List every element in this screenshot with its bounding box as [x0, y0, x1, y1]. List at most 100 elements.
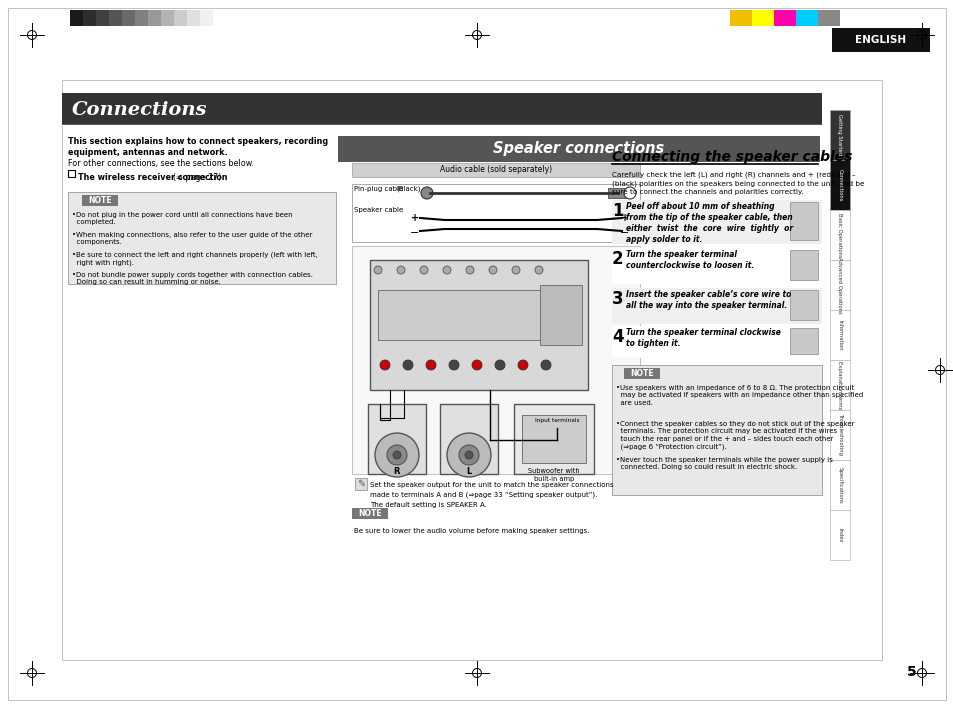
Text: This section explains how to connect speakers, recording: This section explains how to connect spe… — [68, 137, 328, 146]
Text: Be sure to lower the audio volume before making speaker settings.: Be sure to lower the audio volume before… — [354, 528, 589, 534]
Text: equipment, antennas and network.: equipment, antennas and network. — [68, 148, 228, 157]
Bar — [68, 192, 335, 284]
Bar — [370, 260, 587, 390]
Bar — [829, 510, 849, 560]
Circle shape — [458, 445, 478, 465]
Bar — [122, 10, 135, 26]
Text: 2: 2 — [612, 250, 623, 268]
Circle shape — [489, 266, 497, 274]
Text: Subwoofer with
built-in amp: Subwoofer with built-in amp — [528, 468, 579, 481]
Text: (⇒ page 27): (⇒ page 27) — [172, 173, 221, 182]
Bar — [612, 248, 821, 284]
Circle shape — [420, 187, 433, 199]
Bar — [161, 10, 173, 26]
Bar — [82, 195, 118, 206]
Circle shape — [512, 266, 519, 274]
Text: Speaker cable: Speaker cable — [354, 207, 403, 213]
Text: Speaker connections: Speaker connections — [493, 142, 664, 156]
Text: NOTE: NOTE — [630, 369, 653, 378]
Text: (Black): (Black) — [395, 186, 420, 193]
Bar — [612, 288, 821, 324]
Circle shape — [535, 266, 542, 274]
Bar — [751, 10, 773, 26]
Text: made to terminals A and B (⇒page 33 “Setting speaker output”).: made to terminals A and B (⇒page 33 “Set… — [370, 492, 597, 498]
Text: Set the speaker output for the unit to match the speaker connections: Set the speaker output for the unit to m… — [370, 482, 613, 488]
Text: −: − — [619, 228, 629, 238]
Text: •Connect the speaker cables so they do not stick out of the speaker
  terminals.: •Connect the speaker cables so they do n… — [616, 421, 854, 450]
Text: Basic Operations: Basic Operations — [837, 212, 841, 257]
Bar — [612, 365, 821, 495]
Bar — [795, 10, 817, 26]
Text: •Do not bundle power supply cords together with connection cables.
  Doing so ca: •Do not bundle power supply cords togeth… — [71, 272, 313, 285]
Text: The wireless receiver connection: The wireless receiver connection — [78, 173, 227, 182]
Bar — [68, 170, 75, 177]
Text: NOTE: NOTE — [88, 196, 112, 205]
Circle shape — [426, 360, 436, 370]
Text: •When making connections, also refer to the user guide of the other
  components: •When making connections, also refer to … — [71, 232, 312, 246]
Circle shape — [375, 433, 418, 477]
Text: R: R — [394, 467, 400, 476]
Text: Audio cable (sold separately): Audio cable (sold separately) — [439, 166, 552, 174]
Circle shape — [396, 266, 405, 274]
Text: Getting Started: Getting Started — [837, 115, 841, 156]
Bar — [789, 290, 817, 320]
Bar — [187, 10, 200, 26]
Bar — [337, 136, 820, 162]
Bar — [439, 404, 497, 474]
Text: Specifications: Specifications — [837, 467, 841, 503]
Text: 5: 5 — [906, 665, 916, 679]
Bar — [368, 404, 426, 474]
Circle shape — [387, 445, 407, 465]
Circle shape — [447, 433, 491, 477]
Circle shape — [464, 451, 473, 459]
Bar — [817, 10, 840, 26]
Bar — [829, 360, 849, 410]
Bar — [377, 290, 573, 340]
Text: NOTE: NOTE — [357, 509, 381, 518]
Circle shape — [379, 360, 390, 370]
Text: −: − — [410, 228, 419, 238]
Bar — [352, 184, 639, 242]
Text: L: L — [466, 467, 471, 476]
Circle shape — [465, 266, 474, 274]
Text: ✎: ✎ — [356, 479, 365, 489]
Bar — [607, 188, 627, 198]
Text: The default setting is SPEAKER A.: The default setting is SPEAKER A. — [370, 502, 486, 508]
Text: Insert the speaker cable’s core wire to
all the way into the speaker terminal.: Insert the speaker cable’s core wire to … — [625, 290, 791, 310]
Bar — [623, 368, 659, 379]
Text: ENGLISH: ENGLISH — [855, 35, 905, 45]
Text: Turn the speaker terminal clockwise
to tighten it.: Turn the speaker terminal clockwise to t… — [625, 328, 781, 348]
Text: Carefully check the left (L) and right (R) channels and + (red) and –
(black) po: Carefully check the left (L) and right (… — [612, 172, 863, 195]
Circle shape — [517, 360, 527, 370]
Bar — [789, 202, 817, 240]
Bar — [829, 310, 849, 360]
Bar — [789, 328, 817, 354]
Text: Connections: Connections — [71, 101, 208, 119]
Text: +: + — [411, 213, 418, 223]
Bar — [773, 10, 795, 26]
Text: Troubleshooting: Troubleshooting — [837, 414, 841, 456]
Circle shape — [402, 360, 413, 370]
Circle shape — [540, 360, 551, 370]
Text: Turn the speaker terminal
counterclockwise to loosen it.: Turn the speaker terminal counterclockwi… — [625, 250, 754, 270]
Bar — [829, 410, 849, 460]
Bar — [829, 460, 849, 510]
Circle shape — [374, 266, 381, 274]
Text: •Be sure to connect the left and right channels properly (left with left,
  righ: •Be sure to connect the left and right c… — [71, 252, 317, 266]
Text: 3: 3 — [612, 290, 623, 308]
Bar — [83, 10, 96, 26]
Text: Input terminals: Input terminals — [534, 418, 578, 423]
Text: Advanced Operations: Advanced Operations — [837, 256, 841, 314]
Text: Information: Information — [837, 320, 841, 350]
Bar — [526, 414, 586, 428]
Circle shape — [449, 360, 458, 370]
Bar — [829, 260, 849, 310]
Bar — [148, 10, 161, 26]
Bar — [829, 110, 849, 160]
Bar — [109, 10, 122, 26]
Text: 4: 4 — [612, 328, 623, 346]
Bar — [352, 163, 639, 177]
Text: Pin-plug cable: Pin-plug cable — [354, 186, 403, 192]
Bar — [612, 200, 821, 244]
Bar — [355, 478, 367, 490]
